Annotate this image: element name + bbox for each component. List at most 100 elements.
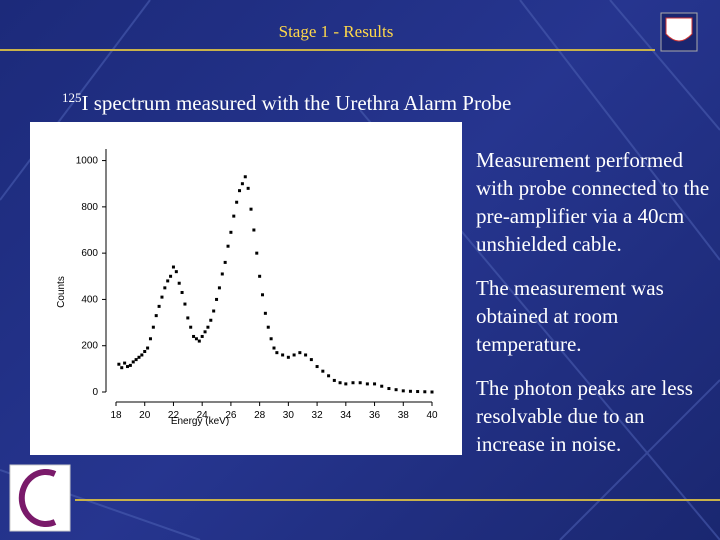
x-tick-label: 18 — [110, 410, 122, 421]
data-point — [281, 353, 285, 357]
data-point — [215, 297, 219, 301]
x-tick-label: 40 — [426, 410, 438, 421]
x-tick-label: 26 — [225, 410, 237, 421]
data-point — [252, 228, 256, 232]
data-point — [131, 360, 135, 364]
data-point — [128, 363, 132, 367]
data-point — [373, 382, 377, 386]
x-axis-label: Energy (keV) — [171, 416, 229, 427]
y-tick-label: 800 — [81, 202, 98, 213]
data-point — [120, 366, 124, 370]
data-point — [174, 270, 178, 274]
data-point — [401, 389, 405, 393]
data-point — [235, 200, 239, 204]
data-point — [226, 244, 230, 248]
data-point — [238, 189, 242, 193]
data-point — [261, 293, 265, 297]
data-point — [177, 281, 181, 285]
data-point — [332, 378, 336, 382]
data-point — [292, 353, 296, 357]
data-point — [430, 390, 434, 394]
x-tick-label: 34 — [340, 410, 352, 421]
paragraph: Measurement performed with probe connect… — [476, 148, 710, 256]
data-point — [232, 214, 236, 218]
data-point — [255, 251, 259, 255]
body-text: Measurement performed with probe connect… — [476, 146, 718, 474]
data-point — [143, 350, 147, 353]
data-point — [416, 390, 420, 394]
data-point — [423, 390, 427, 394]
data-point — [243, 175, 247, 179]
data-point — [157, 304, 161, 308]
data-point — [151, 325, 155, 329]
data-point — [338, 381, 342, 385]
data-point — [197, 339, 201, 343]
data-point — [408, 389, 412, 393]
x-tick-label: 28 — [254, 410, 266, 421]
y-tick-label: 0 — [92, 387, 98, 398]
data-point — [286, 355, 290, 359]
y-tick-label: 400 — [81, 294, 98, 305]
data-point — [180, 290, 184, 294]
data-point — [258, 274, 262, 278]
slide-title: Stage 1 - Results — [278, 22, 394, 41]
data-point — [189, 325, 193, 329]
data-point — [186, 316, 190, 320]
data-point — [203, 330, 207, 334]
data-point — [309, 358, 313, 362]
y-tick-label: 1000 — [76, 156, 99, 167]
data-point — [192, 334, 196, 338]
x-tick-label: 30 — [283, 410, 295, 421]
data-point — [275, 351, 279, 355]
x-tick-label: 24 — [197, 410, 209, 421]
data-point — [229, 230, 233, 234]
data-point — [146, 346, 150, 350]
data-point — [220, 272, 224, 276]
data-point — [194, 337, 198, 341]
data-point — [212, 309, 216, 313]
data-point — [269, 337, 273, 341]
y-axis-label: Counts — [56, 276, 67, 308]
data-point — [166, 279, 170, 283]
x-tick-label: 38 — [398, 410, 410, 421]
data-point — [358, 381, 362, 385]
data-point — [223, 260, 227, 264]
data-point — [266, 325, 270, 329]
data-point — [140, 353, 144, 357]
data-point — [344, 382, 348, 386]
heading-text: I spectrum measured with the Urethra Ala… — [81, 91, 512, 115]
data-point — [163, 286, 167, 290]
data-point — [209, 318, 213, 322]
data-point — [154, 314, 158, 318]
data-point — [217, 286, 221, 290]
chart: Energy (keV) Counts 0 200 400 600 800 1000 18 2… — [56, 149, 438, 427]
data-point — [365, 382, 369, 386]
paragraph: The measurement was obtained at room tem… — [476, 276, 664, 356]
data-point — [380, 384, 384, 388]
data-point — [160, 295, 164, 299]
data-point — [321, 369, 325, 373]
data-point — [263, 311, 267, 315]
y-tick-label: 600 — [81, 248, 98, 259]
data-point — [137, 355, 141, 359]
data-point — [206, 325, 210, 329]
data-point — [249, 207, 253, 211]
data-point — [183, 302, 187, 306]
data-point — [134, 358, 138, 362]
x-tick-label: 32 — [312, 410, 324, 421]
data-point — [246, 186, 250, 190]
x-tick-label: 36 — [369, 410, 381, 421]
heading: 125I spectrum measured with the Urethra … — [62, 90, 511, 116]
data-point — [200, 334, 204, 338]
data-point — [351, 381, 355, 385]
data-point — [148, 337, 152, 341]
data-point — [117, 362, 121, 366]
data-point — [394, 388, 398, 392]
data-point — [327, 374, 331, 378]
chart-panel: Energy (keV) Counts 0 200 400 600 800 1000 18 2… — [30, 122, 462, 455]
data-point — [298, 351, 302, 355]
data-point — [272, 346, 276, 350]
paragraph: The photon peaks are less resolvable due… — [476, 376, 693, 456]
data-point — [171, 265, 175, 269]
